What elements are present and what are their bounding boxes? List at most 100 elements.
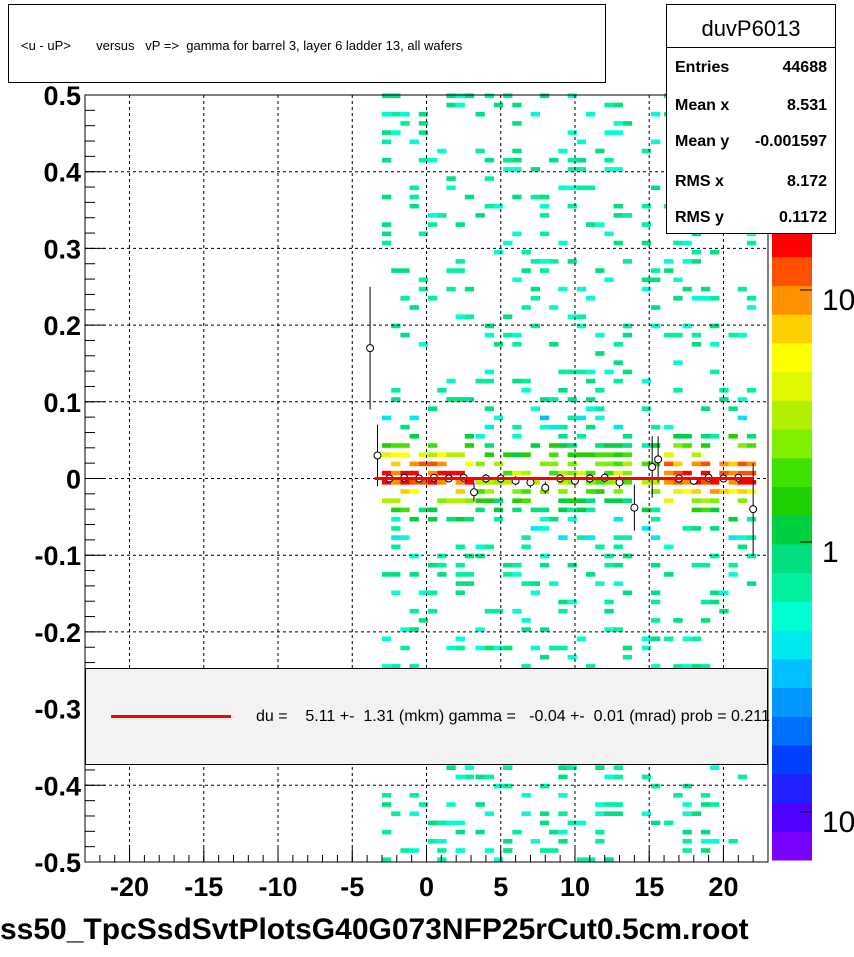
heatmap-cell bbox=[493, 608, 504, 614]
heatmap-cell bbox=[728, 572, 738, 577]
heatmap-cell bbox=[409, 553, 419, 559]
heatmap-cell bbox=[512, 121, 522, 126]
heatmap-cell bbox=[549, 516, 559, 522]
heatmap-cell bbox=[503, 783, 513, 789]
heatmap-cell bbox=[409, 470, 419, 476]
heatmap-cell bbox=[391, 470, 401, 476]
heatmap-cell bbox=[446, 802, 456, 807]
heatmap-cell bbox=[521, 498, 531, 503]
heatmap-cell bbox=[382, 157, 392, 163]
heatmap-cell bbox=[418, 480, 429, 485]
heatmap-cell bbox=[484, 608, 494, 614]
stat-value: 8.531 bbox=[786, 97, 827, 114]
heatmap-cell bbox=[558, 489, 568, 494]
heatmap-cell bbox=[746, 443, 757, 448]
heatmap-cell bbox=[512, 434, 522, 439]
heatmap-cell bbox=[673, 434, 683, 439]
heatmap-cell bbox=[586, 397, 596, 402]
heatmap-cell bbox=[604, 480, 614, 485]
heatmap-cell bbox=[613, 461, 623, 467]
heatmap-cell bbox=[746, 553, 757, 559]
heatmap-cell bbox=[595, 480, 605, 485]
heatmap-cell bbox=[586, 424, 596, 430]
heatmap-cell bbox=[586, 378, 596, 384]
heatmap-cell bbox=[691, 259, 701, 264]
heatmap-cell bbox=[613, 627, 623, 632]
heatmap-cell bbox=[549, 259, 559, 264]
heatmap-cell bbox=[549, 470, 559, 476]
heatmap-cell bbox=[651, 489, 661, 494]
heatmap-cell bbox=[464, 774, 475, 780]
heatmap-cell bbox=[586, 470, 596, 476]
heatmap-cell bbox=[576, 314, 587, 319]
profile-point bbox=[630, 503, 639, 512]
heatmap-cell bbox=[700, 480, 711, 485]
heatmap-cell bbox=[428, 452, 438, 457]
heatmap-cell bbox=[567, 654, 577, 660]
heatmap-cell bbox=[700, 802, 711, 807]
heatmap-cell bbox=[737, 461, 747, 467]
heatmap-cell bbox=[391, 111, 401, 117]
heatmap-cell bbox=[595, 581, 605, 586]
heatmap-cell bbox=[539, 194, 550, 200]
heatmap-cell bbox=[604, 443, 614, 448]
heatmap-cell bbox=[493, 102, 504, 108]
heatmap-cell bbox=[382, 231, 392, 237]
heatmap-cell bbox=[437, 498, 447, 503]
heatmap-cell bbox=[464, 286, 475, 292]
heatmap-cell bbox=[437, 480, 447, 485]
heatmap-cell bbox=[549, 305, 559, 310]
heatmap-cell bbox=[664, 461, 674, 467]
heatmap-cell bbox=[446, 378, 456, 384]
heatmap-cell bbox=[710, 507, 720, 513]
heatmap-cell bbox=[728, 434, 738, 439]
heatmap-cell bbox=[530, 296, 540, 301]
heatmap-cell bbox=[521, 305, 531, 310]
palette-cell bbox=[772, 658, 812, 689]
heatmap-cell bbox=[604, 599, 614, 605]
palette-cell bbox=[772, 601, 812, 631]
heatmap-cell bbox=[595, 406, 605, 411]
heatmap-cell bbox=[664, 572, 674, 577]
heatmap-cell bbox=[719, 397, 729, 402]
heatmap-cell bbox=[595, 839, 605, 844]
heatmap-cell bbox=[737, 415, 747, 421]
heatmap-cell bbox=[484, 443, 494, 448]
heatmap-cell bbox=[558, 240, 568, 246]
heatmap-cell bbox=[409, 461, 419, 467]
heatmap-cell bbox=[586, 222, 596, 227]
heatmap-cell bbox=[567, 507, 577, 513]
heatmap-cell bbox=[558, 793, 568, 798]
heatmap-cell bbox=[558, 434, 568, 439]
heatmap-cell bbox=[567, 443, 577, 448]
palette-cell bbox=[772, 572, 812, 602]
heatmap-cell bbox=[391, 572, 401, 577]
heatmap-cell bbox=[576, 507, 587, 513]
heatmap-cell bbox=[391, 452, 401, 457]
heatmap-cell bbox=[586, 498, 596, 503]
heatmap-cell bbox=[682, 434, 692, 439]
heatmap-cell bbox=[400, 268, 410, 273]
heatmap-cell bbox=[710, 342, 720, 347]
heatmap-cell bbox=[512, 424, 522, 430]
heatmap-cell bbox=[446, 645, 456, 651]
heatmap-cell bbox=[428, 470, 438, 476]
heatmap-cell bbox=[567, 314, 577, 319]
heatmap-cell bbox=[437, 553, 447, 559]
heatmap-cell bbox=[604, 627, 614, 632]
heatmap-cell bbox=[391, 507, 401, 513]
heatmap-cell bbox=[576, 323, 587, 329]
heatmap-cell bbox=[549, 581, 559, 586]
heatmap-cell bbox=[710, 839, 720, 844]
heatmap-cell bbox=[446, 470, 456, 476]
heatmap-cell bbox=[521, 793, 531, 798]
heatmap-cell bbox=[493, 645, 504, 651]
heatmap-cell bbox=[464, 498, 475, 503]
heatmap-cell bbox=[418, 802, 429, 807]
heatmap-cell bbox=[700, 599, 711, 605]
heatmap-cell bbox=[539, 811, 550, 816]
heatmap-cell bbox=[700, 664, 711, 669]
y-tick-label: -0.4 bbox=[34, 771, 81, 801]
heatmap-cell bbox=[682, 636, 692, 642]
heatmap-cell bbox=[613, 167, 623, 172]
